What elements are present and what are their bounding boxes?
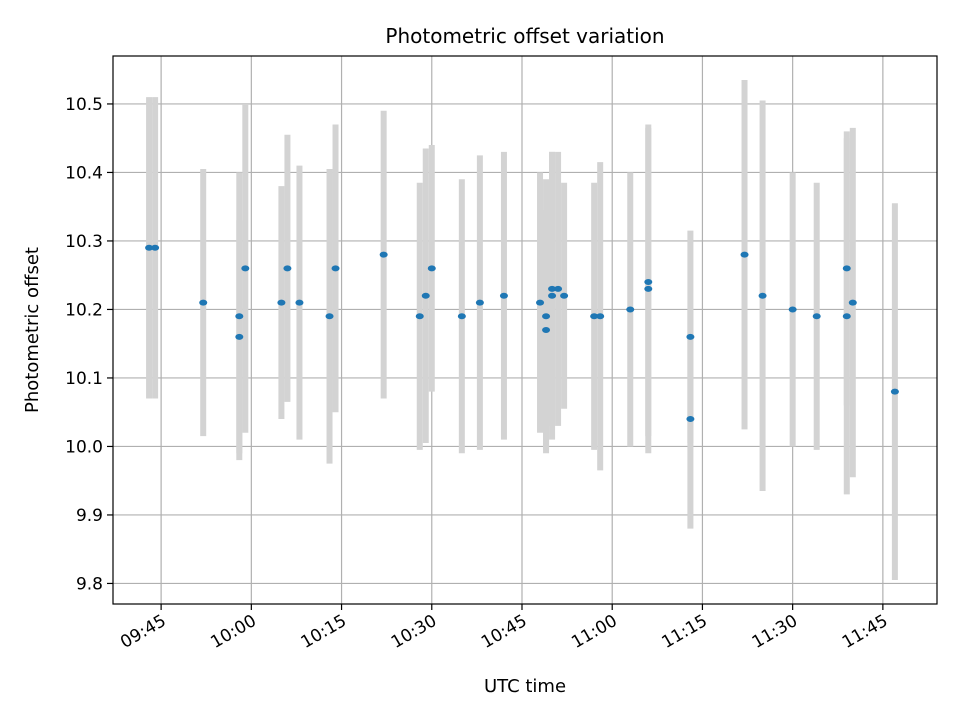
data-point <box>325 313 334 320</box>
data-point <box>644 279 653 286</box>
data-point <box>235 313 244 320</box>
data-point <box>626 306 635 313</box>
y-tick-label: 10.2 <box>65 300 103 320</box>
data-point <box>542 313 551 320</box>
data-point <box>596 313 605 320</box>
data-point <box>499 292 508 299</box>
data-point <box>686 416 695 423</box>
data-point <box>283 265 292 272</box>
y-tick-label: 10.0 <box>65 437 103 457</box>
data-point <box>421 292 430 299</box>
y-tick-label: 10.3 <box>65 232 103 252</box>
data-point <box>590 313 599 320</box>
data-point <box>554 285 563 292</box>
data-point <box>890 388 899 395</box>
y-tick-label: 9.8 <box>76 574 103 594</box>
data-point <box>848 299 857 306</box>
data-point <box>379 251 388 258</box>
plot-frame <box>112 55 938 605</box>
data-point <box>686 333 695 340</box>
data-point <box>457 313 466 320</box>
y-axis-label: Photometric offset <box>22 247 43 413</box>
data-point <box>415 313 424 320</box>
data-point <box>548 285 557 292</box>
data-point <box>241 265 250 272</box>
data-point <box>536 299 545 306</box>
y-axis: 9.8 9.9 10.0 10.1 10.2 10.3 10.4 10.5 <box>65 95 113 594</box>
data-point <box>842 265 851 272</box>
data-point <box>145 244 154 251</box>
y-tick-label: 10.1 <box>65 369 103 389</box>
data-point <box>842 313 851 320</box>
data-point <box>560 292 569 299</box>
data-point <box>542 327 551 333</box>
y-tick-label: 10.4 <box>65 163 103 183</box>
grid <box>113 56 937 604</box>
data-point <box>740 251 749 258</box>
data-point <box>812 313 821 320</box>
y-tick-label: 9.9 <box>76 506 103 526</box>
data-point <box>151 244 160 251</box>
data-markers <box>145 244 899 423</box>
data-point <box>788 306 797 313</box>
data-point <box>548 292 557 299</box>
data-point <box>427 265 436 272</box>
x-axis-label: UTC time <box>484 676 566 697</box>
data-point <box>644 285 653 292</box>
data-point <box>277 299 286 306</box>
y-tick-label: 10.5 <box>65 95 103 115</box>
data-point <box>475 299 484 306</box>
chart-title: Photometric offset variation <box>385 24 664 48</box>
data-point <box>235 333 244 340</box>
data-point <box>199 299 208 306</box>
data-point <box>295 299 304 306</box>
data-point <box>758 292 767 299</box>
data-point <box>331 265 340 272</box>
